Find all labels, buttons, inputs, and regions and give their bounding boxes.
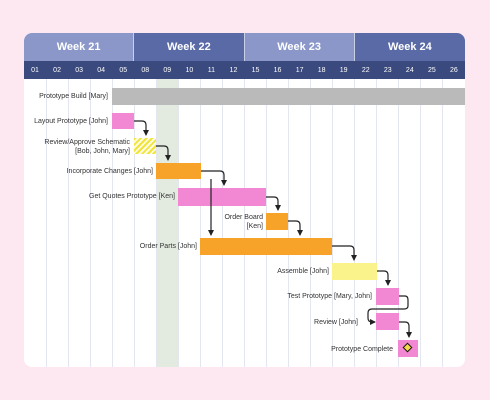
grid-line [68,79,69,367]
dependency-arrow [399,321,412,338]
gantt-chart: Week 21 Week 22 Week 23 Week 24 01 02 03… [24,33,465,367]
dependency-arrow [367,295,409,325]
day-header: 10 [185,66,194,74]
day-header: 04 [97,66,106,74]
grid-line [222,79,223,367]
task-bar-layout-prototype[interactable] [112,113,134,129]
grid-line [332,79,333,367]
day-header: 24 [405,66,414,74]
day-header: 15 [251,66,260,74]
task-label-review-approve: Review/Approve Schematic [Bob, John, Mar… [44,138,130,156]
task-label-line: Review/Approve Schematic [44,139,130,146]
week-header[interactable]: Week 24 [354,33,465,61]
day-header: 08 [141,66,150,74]
grid-line [420,79,421,367]
week-header-row: Week 21 Week 22 Week 23 Week 24 [24,33,465,61]
task-label-order-board: Order Board [Ken] [224,213,263,231]
day-header: 09 [163,66,172,74]
task-label-prototype-complete: Prototype Complete [331,346,393,353]
day-header: 25 [427,66,436,74]
task-bar-order-board[interactable] [266,213,288,230]
task-bar-order-parts[interactable] [200,238,332,255]
grid-line [310,79,311,367]
grid-line [398,79,399,367]
task-label-review: Review [John] [314,319,358,326]
dependency-arrow [266,196,281,211]
task-bar-test-prototype[interactable] [376,288,399,305]
grid-line [354,79,355,367]
grid-line [134,79,135,367]
today-highlight-band [156,79,179,367]
day-header: 17 [295,66,304,74]
day-header: 26 [450,66,458,74]
day-header: 19 [339,66,348,74]
task-label-prototype-build: Prototype Build [Mary] [39,93,108,100]
dependency-arrow [332,245,357,261]
grid-line [442,79,443,367]
grid-line [46,79,47,367]
day-header: 12 [229,66,238,74]
grid-line [244,79,245,367]
day-header: 11 [207,66,216,74]
task-label-order-parts: Order Parts [John] [139,243,197,250]
task-bar-review[interactable] [376,313,399,330]
day-header: 02 [53,66,61,74]
day-header: 18 [317,66,326,74]
task-label-incorporate-changes: Incorporate Changes [John] [66,168,153,175]
dependency-arrows [134,120,412,338]
week-header[interactable]: Week 21 [24,33,135,61]
day-header: 05 [119,66,128,74]
dependency-arrow [288,220,303,236]
task-label-line: [Ken] [246,223,263,230]
task-label-line: [Bob, John, Mary] [75,148,130,155]
dependency-arrow [377,270,391,286]
day-header: 01 [31,66,39,74]
task-label-test-prototype: Test Prototype [Mary, John] [287,293,372,300]
task-label-layout-prototype: Layout Prototype [John] [34,118,108,125]
day-header: 16 [273,66,282,74]
dependency-arrow [134,120,149,136]
dependency-arrow [156,145,171,161]
grid-line [156,79,157,367]
milestone-prototype-complete[interactable] [398,340,418,357]
task-label-get-quotes: Get Quotes Prototype [Ken] [89,193,175,200]
day-header: 22 [361,66,370,74]
task-label-assemble: Assemble [John] [277,268,329,275]
task-bar-prototype-build[interactable] [112,88,465,105]
task-bar-get-quotes[interactable] [178,188,266,206]
week-header[interactable]: Week 23 [244,33,355,61]
grid-line [178,79,179,367]
grid-line [376,79,377,367]
week-header[interactable]: Week 22 [134,33,245,61]
grid-line [112,79,113,367]
task-bar-incorporate-changes[interactable] [156,163,201,179]
task-bar-assemble[interactable] [332,263,377,280]
grid-line [288,79,289,367]
grid-line [90,79,91,367]
dependency-arrow [201,170,227,186]
task-label-line: Order Board [224,214,263,221]
day-header-row: 01 02 03 04 05 08 09 10 11 12 15 16 17 1… [24,61,465,79]
day-header: 03 [75,66,84,74]
grid-line [200,79,201,367]
day-header: 23 [383,66,392,74]
task-bar-review-approve[interactable] [134,138,156,154]
